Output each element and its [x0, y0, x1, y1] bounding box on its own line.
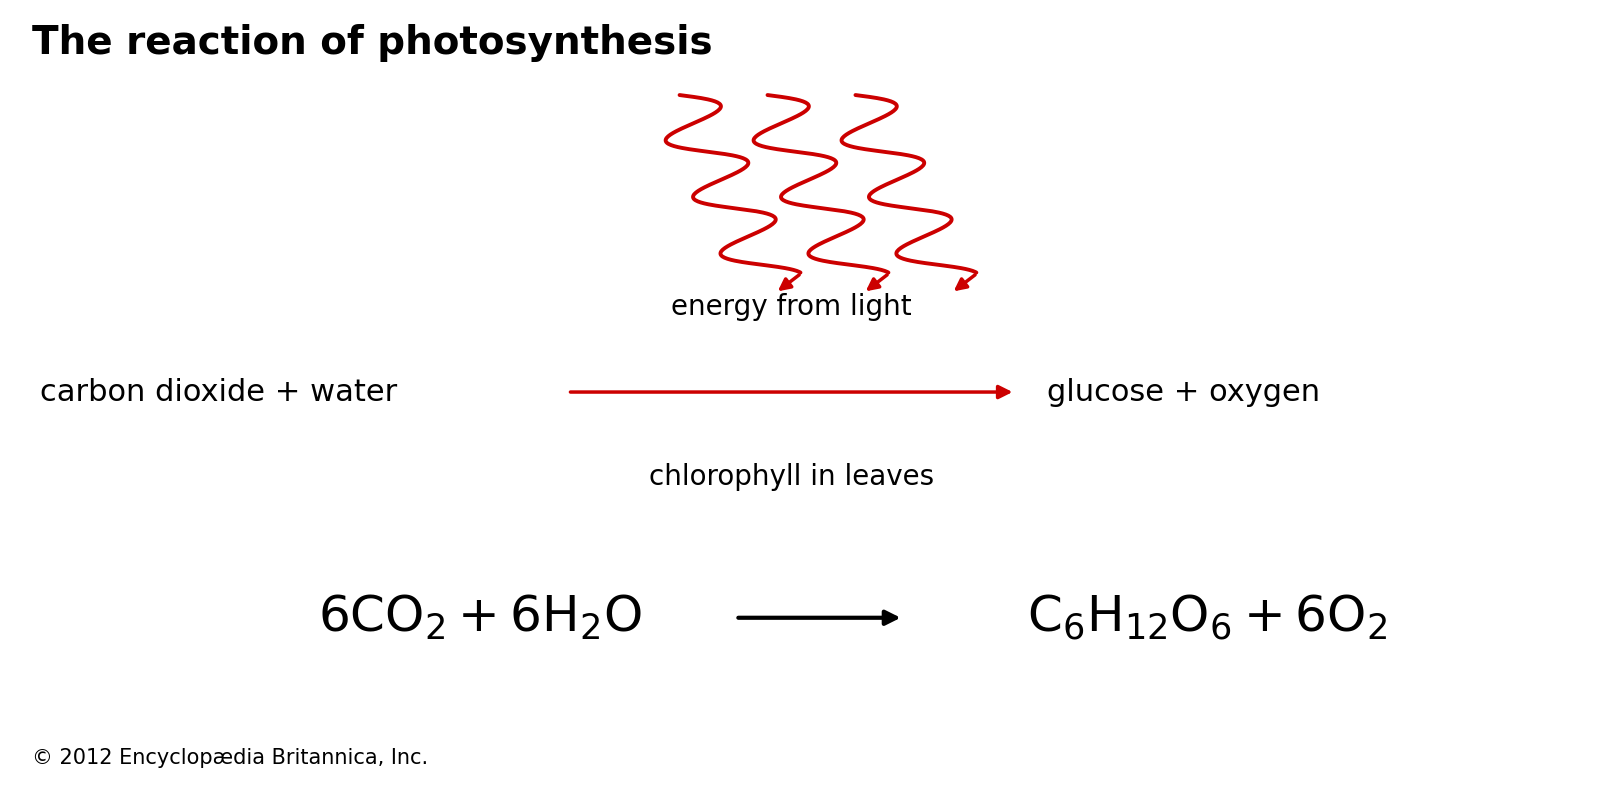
- Text: $\mathregular{6CO_2 + 6H_2O}$: $\mathregular{6CO_2 + 6H_2O}$: [318, 593, 641, 642]
- Text: The reaction of photosynthesis: The reaction of photosynthesis: [32, 24, 713, 62]
- Text: chlorophyll in leaves: chlorophyll in leaves: [649, 463, 934, 491]
- Text: energy from light: energy from light: [672, 293, 911, 321]
- Text: $\mathregular{C_6H_{12}O_6 + 6O_2}$: $\mathregular{C_6H_{12}O_6 + 6O_2}$: [1027, 593, 1388, 642]
- Text: glucose + oxygen: glucose + oxygen: [1047, 378, 1321, 406]
- Text: carbon dioxide + water: carbon dioxide + water: [40, 378, 397, 406]
- Text: © 2012 Encyclopædia Britannica, Inc.: © 2012 Encyclopædia Britannica, Inc.: [32, 748, 429, 768]
